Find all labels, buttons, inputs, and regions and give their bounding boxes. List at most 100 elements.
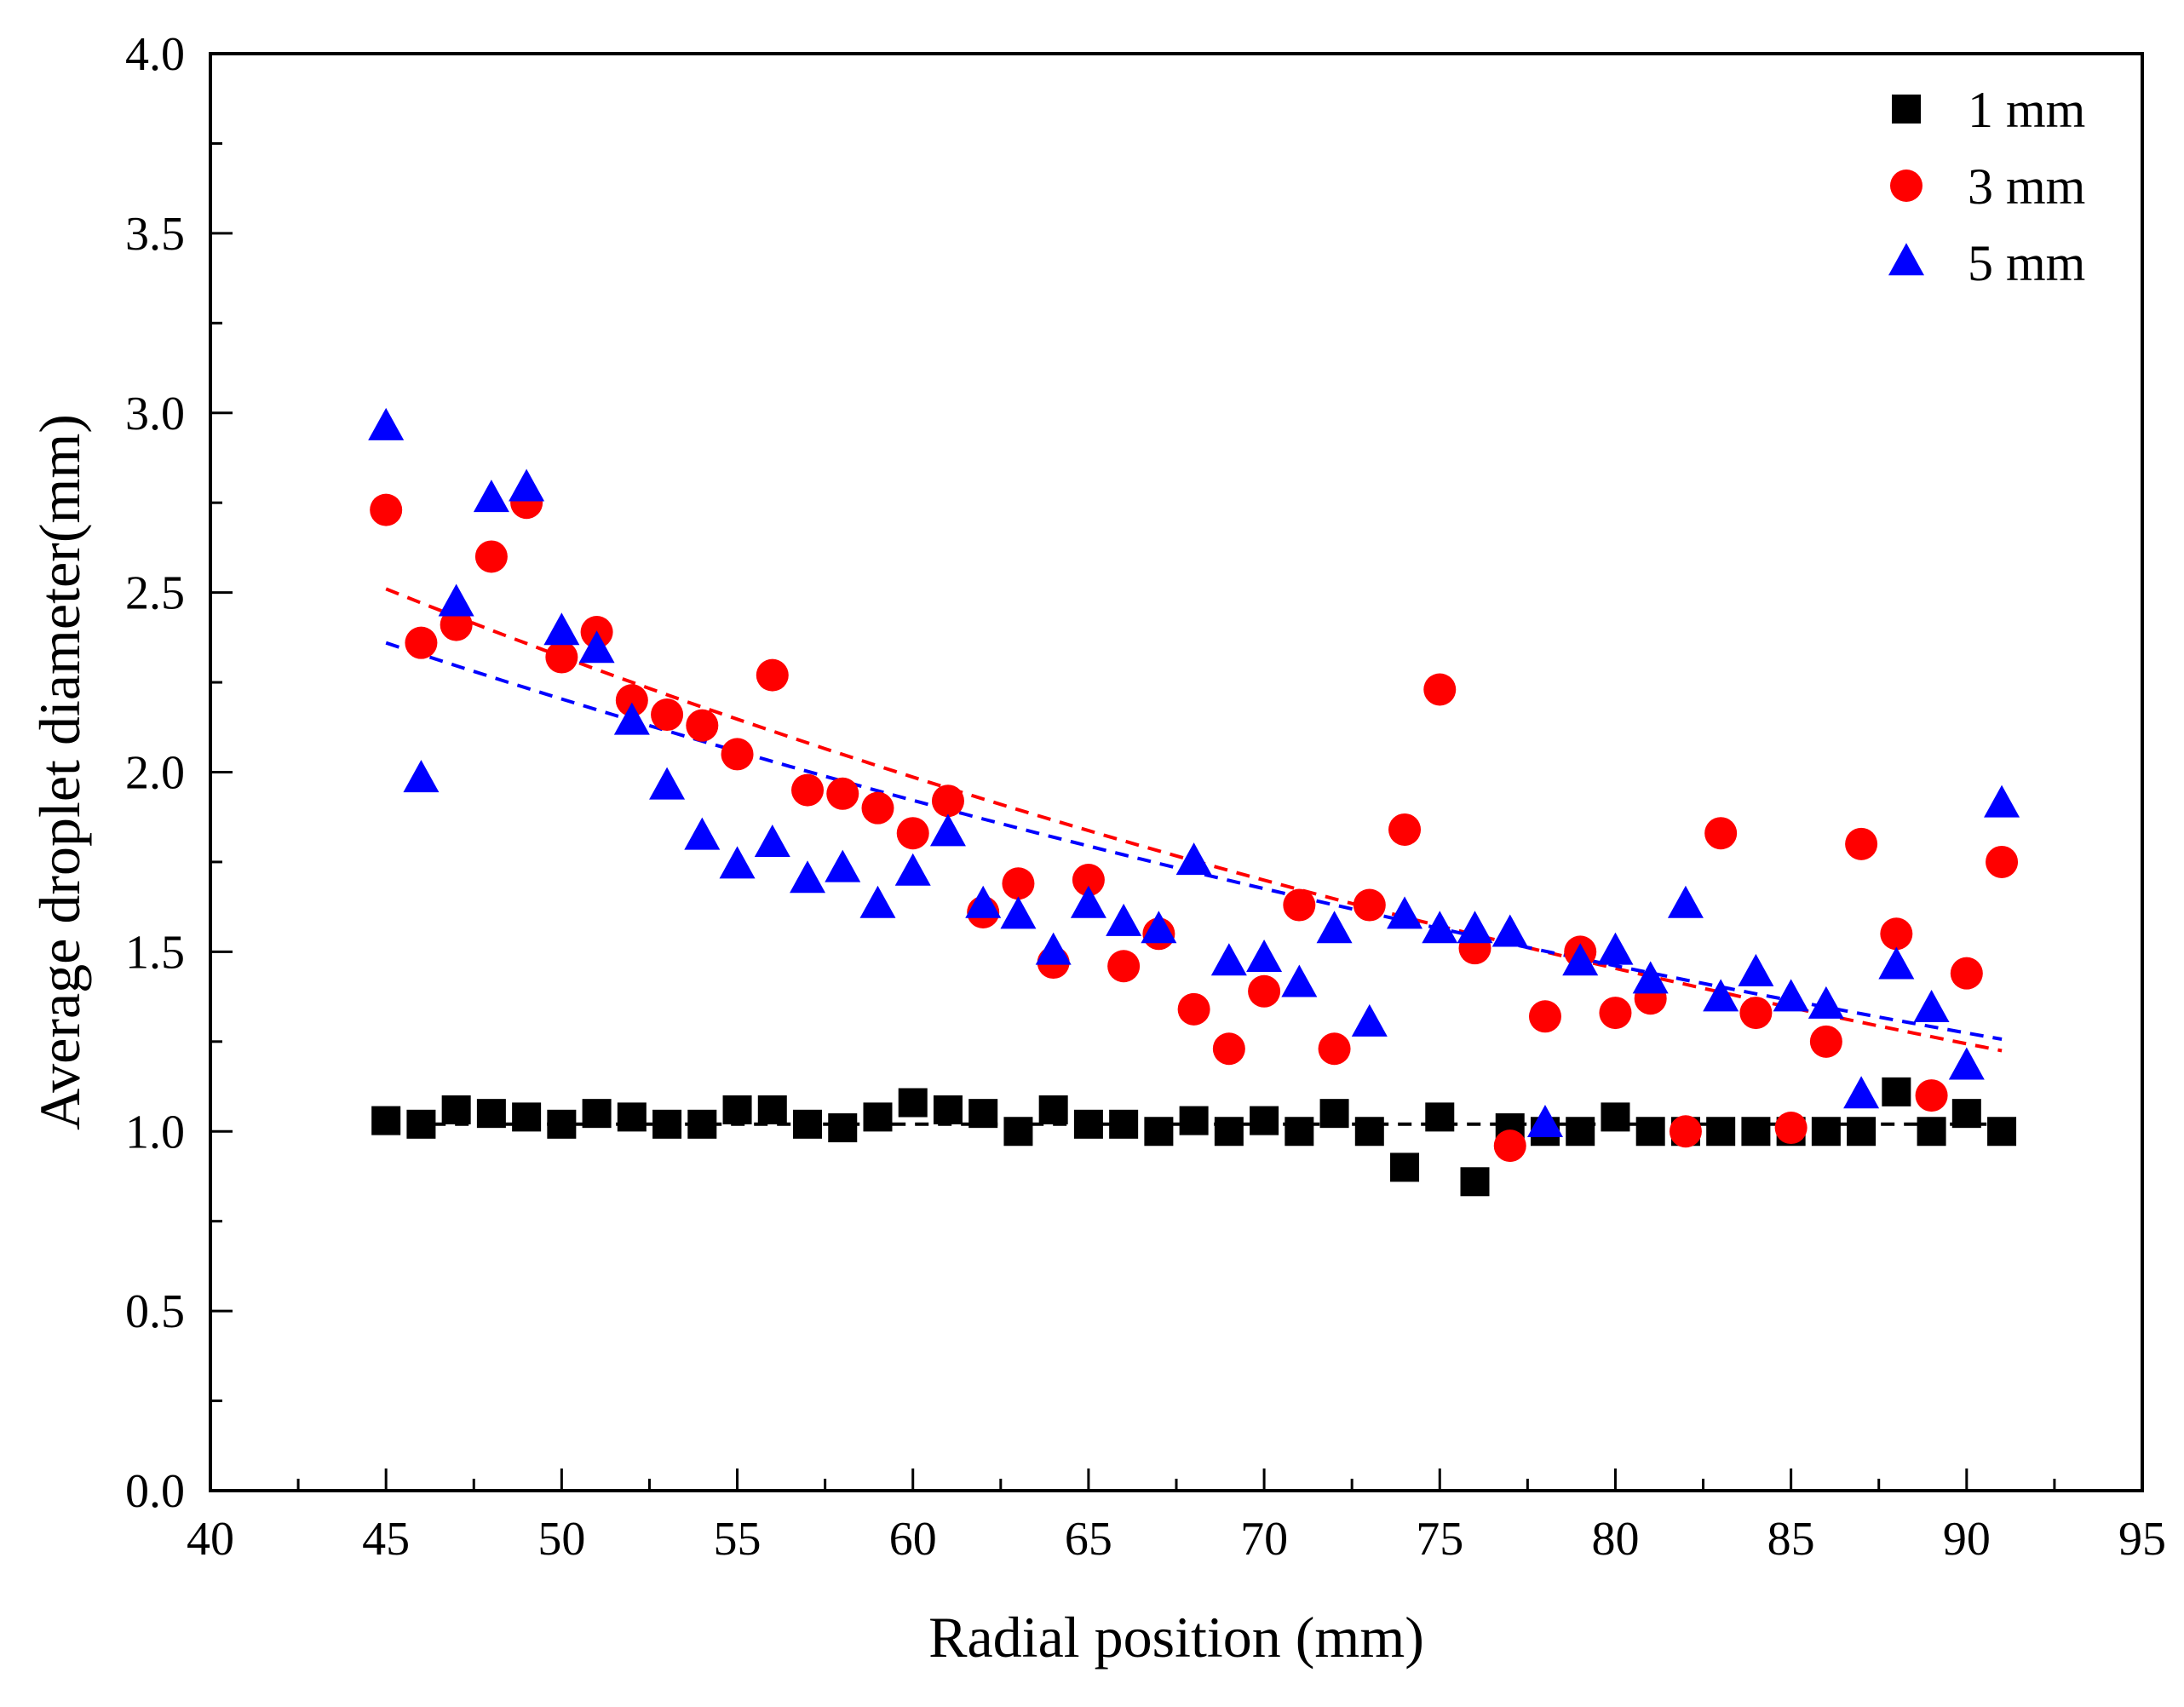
data-point [965, 885, 1002, 918]
data-point [686, 709, 719, 742]
x-axis-label: Radial position (mm) [928, 1605, 1424, 1670]
data-point [1601, 1102, 1630, 1132]
legend-marker [1892, 95, 1921, 124]
data-point [1425, 1102, 1455, 1132]
y-tick-label: 2.5 [125, 567, 185, 620]
data-point [793, 1109, 823, 1139]
data-point [1283, 888, 1316, 922]
data-point [1177, 992, 1210, 1026]
data-point [1318, 1032, 1351, 1066]
data-point [687, 1109, 717, 1139]
data-point [1210, 943, 1247, 976]
data-point [441, 1095, 471, 1124]
data-point [543, 612, 580, 646]
data-point [1950, 957, 1983, 990]
data-point [473, 480, 509, 513]
x-tick-label: 70 [1240, 1513, 1288, 1566]
data-point [1387, 896, 1423, 929]
y-tick-label: 4.0 [125, 28, 185, 81]
data-point [512, 1102, 542, 1132]
data-point [1882, 1077, 1911, 1106]
data-point [929, 813, 966, 847]
data-point [722, 1095, 752, 1124]
data-point [1843, 1076, 1880, 1109]
data-point [896, 817, 929, 850]
data-point [1669, 1115, 1702, 1148]
data-point [828, 1113, 858, 1143]
data-point [1423, 673, 1457, 706]
data-point [582, 1099, 612, 1129]
data-point [859, 885, 896, 918]
data-point [1948, 1047, 1985, 1080]
data-point [790, 860, 826, 894]
data-point [968, 1099, 998, 1129]
data-point [1878, 946, 1915, 980]
legend-label: 3 mm [1968, 158, 2085, 215]
x-tick-label: 50 [537, 1513, 585, 1566]
data-point [1599, 997, 1632, 1030]
data-point [1072, 864, 1105, 897]
data-point [1986, 845, 2019, 878]
data-point [1915, 1079, 1948, 1112]
x-tick-label: 55 [714, 1513, 762, 1566]
data-point [1632, 961, 1669, 994]
data-point [1107, 950, 1141, 983]
data-point [1316, 911, 1353, 944]
x-tick-label: 80 [1591, 1513, 1639, 1566]
data-point [1811, 1117, 1841, 1147]
data-point [1109, 1109, 1139, 1139]
data-point [438, 583, 474, 617]
data-point [1703, 979, 1739, 1012]
data-point [1562, 943, 1599, 976]
data-point [651, 698, 684, 732]
data-point [933, 1095, 963, 1124]
data-point [894, 853, 931, 886]
x-tick-label: 45 [362, 1513, 410, 1566]
data-point [1353, 888, 1386, 922]
y-tick-label: 3.0 [125, 388, 185, 440]
data-point [406, 1109, 436, 1139]
data-point [1388, 813, 1422, 846]
data-point [1528, 1000, 1561, 1033]
y-tick-label: 1.5 [125, 926, 185, 979]
x-tick-label: 60 [889, 1513, 937, 1566]
legend-marker [1890, 170, 1922, 202]
data-point [474, 540, 508, 573]
x-tick-label: 40 [187, 1513, 234, 1566]
y-tick-label: 2.0 [125, 747, 185, 800]
data-point [931, 785, 964, 818]
data-point [719, 846, 756, 879]
data-point [649, 767, 686, 800]
data-point [371, 1106, 401, 1135]
data-point [1250, 1106, 1279, 1135]
data-point [1175, 842, 1212, 876]
data-point [1179, 1106, 1209, 1135]
y-tick-label: 3.5 [125, 208, 185, 261]
data-markers [368, 407, 2020, 1197]
data-point [1070, 885, 1106, 918]
data-point [898, 1088, 928, 1118]
data-point [861, 791, 894, 825]
data-point [1987, 1117, 2017, 1147]
legend-marker [1888, 243, 1924, 276]
data-point [1319, 1099, 1349, 1129]
data-point [1493, 1129, 1526, 1163]
data-point [440, 608, 473, 641]
data-point [1285, 1117, 1314, 1147]
data-point [617, 1102, 647, 1132]
data-point [826, 777, 859, 810]
data-point [1847, 1117, 1877, 1147]
data-point [578, 630, 615, 664]
data-point [1003, 1117, 1033, 1147]
data-point [721, 738, 754, 771]
data-point [1144, 1117, 1174, 1147]
data-point [1073, 1109, 1103, 1139]
data-point [1738, 953, 1774, 986]
x-tick-label: 90 [1943, 1513, 1991, 1566]
x-tick-label: 85 [1767, 1513, 1815, 1566]
legend-label: 5 mm [1968, 235, 2085, 291]
data-point [1002, 867, 1035, 900]
data-point [756, 658, 789, 692]
